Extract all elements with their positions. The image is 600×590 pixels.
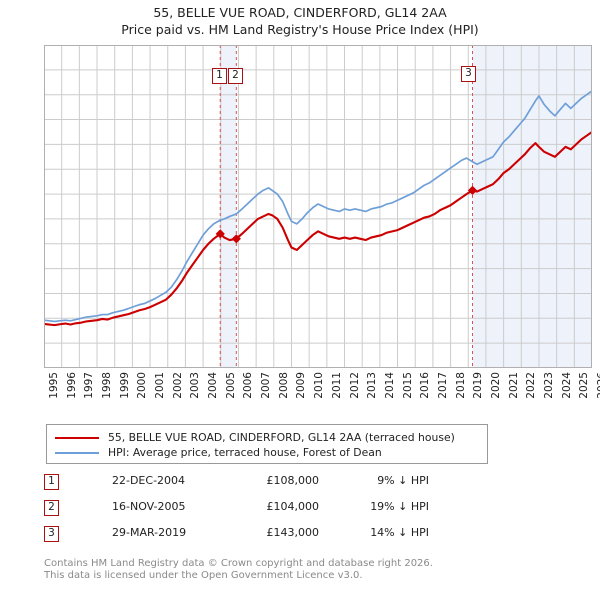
chart-marker-1[interactable]: 1 — [212, 68, 227, 84]
x-axis-tick-label: 2018 — [454, 372, 467, 399]
legend-label: HPI: Average price, terraced house, Fore… — [108, 446, 382, 459]
x-axis-tick-label: 2005 — [224, 372, 237, 399]
legend-item-0: 55, BELLE VUE ROAD, CINDERFORD, GL14 2AA… — [55, 430, 479, 445]
x-axis-tick-label: 2002 — [171, 372, 184, 399]
x-axis-tick-label: 2024 — [560, 372, 573, 399]
transactions-table: 1 22-DEC-2004 £108,000 9% ↓ HPI 2 16-NOV-2005… — [44, 474, 464, 552]
series-price-paid — [44, 130, 592, 327]
transaction-index-badge: 1 — [44, 474, 59, 490]
footer-attribution: Contains HM Land Registry data © Crown c… — [44, 558, 584, 582]
x-axis-tick-label: 2004 — [207, 372, 220, 399]
transaction-row[interactable]: 1 22-DEC-2004 £108,000 9% ↓ HPI — [44, 474, 464, 500]
x-axis-tick-label: 2012 — [348, 372, 361, 399]
x-axis-tick-label: 2011 — [330, 372, 343, 399]
chart-marker-2[interactable]: 2 — [228, 68, 243, 84]
x-axis-tick-label: 2020 — [489, 372, 502, 399]
x-axis-tick-label: 2013 — [366, 372, 379, 399]
x-axis-tick-label: 2015 — [401, 372, 414, 399]
y-axis-labels: £0£20K£40K£60K£80K£100K£120K£140K£160K£1… — [0, 45, 42, 368]
x-axis-tick-label: 2007 — [260, 372, 273, 399]
x-axis-tick-label: 1999 — [118, 372, 131, 399]
legend-item-1: HPI: Average price, terraced house, Fore… — [55, 445, 479, 460]
legend-color-swatch — [55, 436, 99, 439]
series-hpi — [44, 90, 592, 323]
x-axis-tick-label: 2017 — [436, 372, 449, 399]
chart-highlight-band — [472, 45, 592, 368]
x-axis-tick-label: 1996 — [65, 372, 78, 399]
transaction-index-badge: 2 — [44, 500, 59, 516]
x-axis-tick-label: 2014 — [383, 372, 396, 399]
legend-label: 55, BELLE VUE ROAD, CINDERFORD, GL14 2AA… — [108, 431, 455, 444]
footer-line-1: Contains HM Land Registry data © Crown c… — [44, 558, 433, 569]
transaction-point-marker — [467, 185, 478, 195]
title-line-2: Price paid vs. HM Land Registry's House … — [121, 22, 479, 37]
title-line-1: 55, BELLE VUE ROAD, CINDERFORD, GL14 2AA — [153, 5, 447, 20]
transaction-hpi-delta: 14% ↓ HPI — [370, 526, 429, 539]
transaction-price: £143,000 — [266, 526, 320, 539]
transaction-point-marker — [215, 229, 225, 239]
x-axis-tick-label: 2021 — [507, 372, 520, 399]
transaction-price: £108,000 — [266, 474, 320, 487]
x-axis-tick-label: 2016 — [419, 372, 432, 399]
x-axis-tick-label: 2008 — [277, 372, 290, 399]
transaction-row[interactable]: 2 16-NOV-2005 £104,000 19% ↓ HPI — [44, 500, 464, 526]
page-title: 55, BELLE VUE ROAD, CINDERFORD, GL14 2AA… — [0, 4, 600, 38]
chart-legend: 55, BELLE VUE ROAD, CINDERFORD, GL14 2AA… — [46, 424, 488, 464]
transaction-date: 16-NOV-2005 — [112, 500, 186, 513]
transaction-date: 22-DEC-2004 — [112, 474, 186, 487]
x-axis-tick-label: 2009 — [295, 372, 308, 399]
x-axis-tick-label: 2023 — [542, 372, 555, 399]
x-axis-tick-label: 1995 — [48, 372, 60, 399]
x-axis-tick-label: 1998 — [101, 372, 114, 399]
legend-color-swatch — [55, 451, 99, 454]
x-axis-tick-label: 2003 — [189, 372, 202, 399]
x-axis-tick-label: 2019 — [472, 372, 485, 399]
transaction-hpi-delta: 9% ↓ HPI — [377, 474, 429, 487]
transaction-price: £104,000 — [266, 500, 320, 513]
x-axis-tick-label: 2001 — [154, 372, 167, 399]
transaction-hpi-delta: 19% ↓ HPI — [370, 500, 429, 513]
x-axis-tick-label: 2010 — [313, 372, 326, 399]
x-axis-tick-label: 2000 — [136, 372, 149, 399]
x-axis-tick-label: 2026 — [596, 372, 600, 399]
x-axis-tick-label: 2022 — [525, 372, 538, 399]
price-history-chart — [44, 45, 592, 368]
chart-highlight-band — [220, 45, 237, 368]
transaction-index-badge: 3 — [44, 526, 59, 542]
transaction-point-marker — [231, 234, 241, 244]
chart-plot-area — [44, 45, 592, 368]
transaction-date: 29-MAR-2019 — [112, 526, 187, 539]
x-axis-tick-label: 1997 — [83, 372, 96, 399]
chart-marker-3[interactable]: 3 — [461, 66, 476, 82]
transaction-row[interactable]: 3 29-MAR-2019 £143,000 14% ↓ HPI — [44, 526, 464, 552]
footer-line-2: This data is licensed under the Open Gov… — [44, 570, 363, 581]
x-axis-tick-label: 2025 — [578, 372, 591, 399]
x-axis-tick-label: 2006 — [242, 372, 255, 399]
